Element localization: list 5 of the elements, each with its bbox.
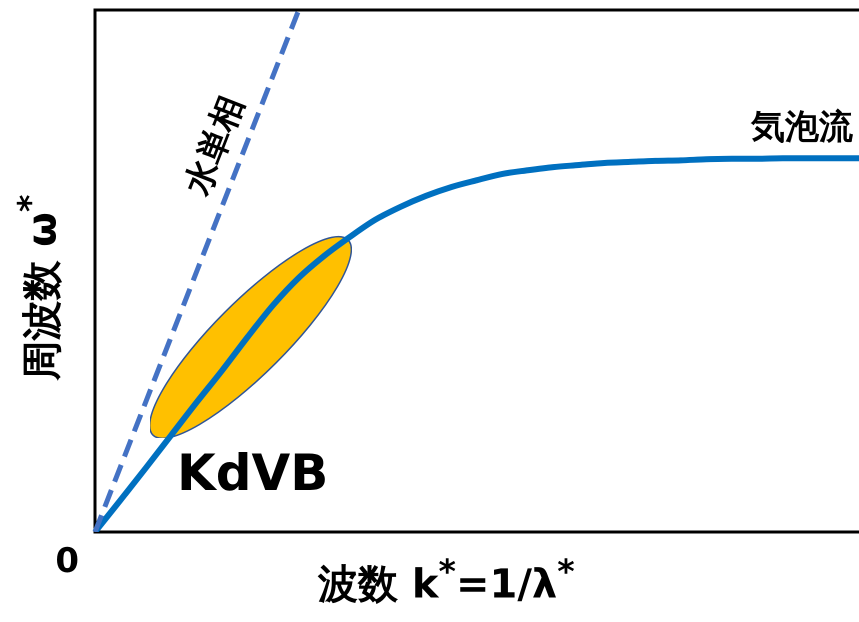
x-axis-title: 波数 k$^{*}$=1/λ$^{*}$ <box>318 552 575 610</box>
text: 水単相 <box>176 90 252 202</box>
annotation: KdVB <box>177 444 328 502</box>
text: 0 <box>55 540 79 581</box>
series-label: 気泡流 <box>750 107 854 148</box>
